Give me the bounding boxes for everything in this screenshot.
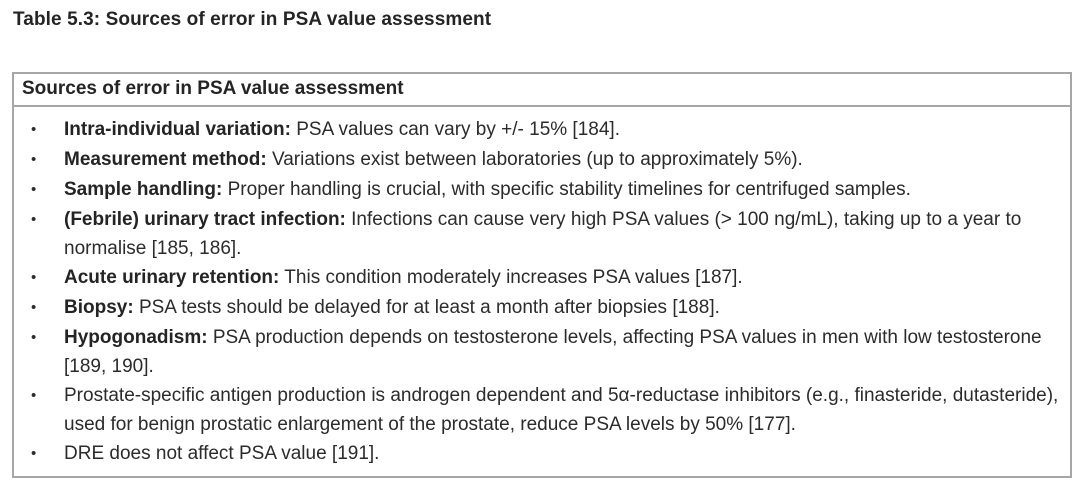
- bullet-marker: •: [31, 299, 37, 316]
- bullet-icon: •: [14, 175, 64, 205]
- row-text: Proper handling is crucial, with specifi…: [222, 179, 911, 200]
- table-row: • Acute urinary retention: This conditio…: [14, 263, 1070, 293]
- row-text: PSA tests should be delayed for at least…: [133, 297, 720, 318]
- row-content: Acute urinary retention: This condition …: [64, 263, 1070, 293]
- row-term: Measurement method:: [64, 149, 267, 170]
- bullet-marker: •: [31, 269, 37, 286]
- row-content: Intra-individual variation: PSA values c…: [64, 115, 1070, 145]
- table-row: • Intra-individual variation: PSA values…: [14, 115, 1070, 145]
- row-term: Sample handling:: [64, 179, 223, 200]
- bullet-icon: •: [14, 293, 64, 323]
- row-content: Prostate-specific antigen production is …: [64, 381, 1070, 439]
- bullet-icon: •: [14, 145, 64, 175]
- row-term: Intra-individual variation:: [64, 119, 291, 140]
- table-row: • Sample handling: Proper handling is cr…: [14, 175, 1070, 205]
- bullet-marker: •: [31, 121, 37, 138]
- bullet-icon: •: [14, 205, 64, 263]
- table-row: • Prostate-specific antigen production i…: [14, 381, 1070, 439]
- bullet-marker: •: [31, 445, 37, 462]
- bullet-marker: •: [31, 329, 37, 346]
- row-content: Hypogonadism: PSA production depends on …: [64, 323, 1070, 381]
- bullet-icon: •: [14, 263, 64, 293]
- bullet-marker: •: [31, 181, 37, 198]
- table-row: • (Febrile) urinary tract infection: Inf…: [14, 205, 1070, 263]
- table-body: • Intra-individual variation: PSA values…: [14, 107, 1070, 476]
- row-content: Sample handling: Proper handling is cruc…: [64, 175, 1070, 205]
- row-text: Prostate-specific antigen production is …: [64, 385, 1059, 435]
- sources-of-error-table: Sources of error in PSA value assessment…: [12, 72, 1072, 478]
- row-text: PSA values can vary by +/- 15% [184].: [290, 119, 620, 140]
- row-text: Infections can cause very high PSA value…: [64, 209, 1022, 259]
- table-row: • Measurement method: Variations exist b…: [14, 145, 1070, 175]
- row-term: Biopsy:: [64, 297, 134, 318]
- row-text: PSA production depends on testosterone l…: [64, 327, 1042, 377]
- bullet-icon: •: [14, 439, 64, 469]
- table-caption: Table 5.3: Sources of error in PSA value…: [13, 9, 492, 30]
- table-header: Sources of error in PSA value assessment: [14, 74, 1070, 107]
- table-row: • DRE does not affect PSA value [191].: [14, 439, 1070, 469]
- row-text: This condition moderately increases PSA …: [279, 267, 743, 288]
- row-text: Variations exist between laboratories (u…: [266, 149, 803, 170]
- row-term: (Febrile) urinary tract infection:: [64, 209, 346, 230]
- row-content: (Febrile) urinary tract infection: Infec…: [64, 205, 1070, 263]
- bullet-icon: •: [14, 115, 64, 145]
- row-content: DRE does not affect PSA value [191].: [64, 439, 1070, 469]
- row-content: Measurement method: Variations exist bet…: [64, 145, 1070, 175]
- row-text: DRE does not affect PSA value [191].: [64, 443, 380, 464]
- bullet-icon: •: [14, 323, 64, 381]
- row-term: Acute urinary retention:: [64, 267, 280, 288]
- bullet-icon: •: [14, 381, 64, 439]
- row-term: Hypogonadism:: [64, 327, 208, 348]
- bullet-marker: •: [31, 151, 37, 168]
- table-row: • Biopsy: PSA tests should be delayed fo…: [14, 293, 1070, 323]
- bullet-marker: •: [31, 211, 37, 228]
- bullet-marker: •: [31, 387, 37, 404]
- table-row: • Hypogonadism: PSA production depends o…: [14, 323, 1070, 381]
- row-content: Biopsy: PSA tests should be delayed for …: [64, 293, 1070, 323]
